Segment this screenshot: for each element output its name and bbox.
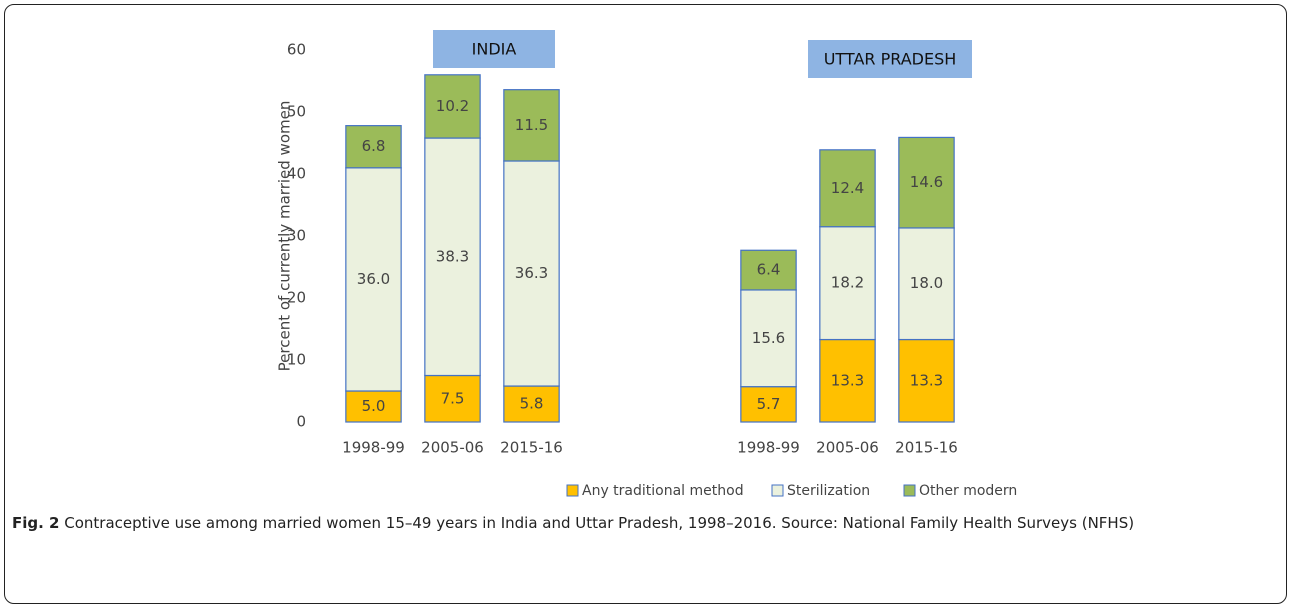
x-tick-label: 1998-99: [737, 439, 800, 457]
caption: Fig. 2 Contraceptive use among married w…: [12, 512, 1272, 534]
bar-segment: [424, 137, 481, 377]
value-label: 38.3: [436, 247, 469, 265]
bar-segment: [424, 374, 481, 423]
bar-segment: [740, 249, 797, 291]
value-label: 18.0: [910, 274, 943, 292]
y-tick-label: 40: [287, 165, 306, 183]
y-tick-label: 10: [287, 351, 306, 369]
legend-label: Sterilization: [787, 483, 870, 499]
caption-label: Fig. 2: [12, 514, 60, 532]
value-label: 36.0: [357, 270, 390, 288]
bar-segment: [819, 226, 876, 341]
value-label: 10.2: [436, 97, 469, 115]
bar-segment: [424, 74, 481, 139]
bar-segment: [898, 338, 955, 423]
page: {"chart_data": {"type": "stacked-bar", "…: [4, 4, 1287, 604]
value-label: 6.4: [757, 261, 781, 279]
chart: Percent of currently married women 0 10 20…: [276, 30, 1017, 499]
y-tick-label: 0: [296, 413, 306, 431]
bar-segment: [898, 136, 955, 229]
value-label: 18.2: [831, 274, 864, 292]
legend-label: Any traditional method: [582, 483, 744, 499]
annotation: UTTAR PRADESH: [824, 50, 957, 69]
legend-swatch: [903, 484, 916, 497]
bar-segment: [819, 338, 876, 423]
value-label: 13.3: [910, 371, 943, 389]
caption-text: Contraceptive use among married women 15…: [64, 514, 1135, 532]
bar-segment: [503, 160, 560, 387]
y-tick-label: 20: [287, 289, 306, 307]
value-label: 7.5: [441, 389, 465, 407]
y-tick-label: 30: [287, 227, 306, 245]
bar-segment: [503, 385, 560, 423]
annotation: INDIA: [472, 40, 517, 59]
y-tick-label: 60: [287, 41, 306, 59]
value-label: 11.5: [515, 116, 548, 134]
x-tick-label: 2015-16: [500, 439, 563, 457]
y-tick-label: 50: [287, 103, 306, 121]
annotation-box: [808, 40, 972, 78]
value-label: 13.3: [831, 371, 864, 389]
value-label: 5.7: [757, 395, 781, 413]
bar-segment: [503, 89, 560, 162]
annotation-box: [433, 30, 555, 68]
x-tick-label: 2005-06: [816, 439, 879, 457]
value-label: 12.4: [831, 179, 864, 197]
legend-swatch: [771, 484, 784, 497]
value-label: 15.6: [752, 329, 785, 347]
value-label: 6.8: [362, 137, 386, 155]
bar-segment: [345, 125, 402, 169]
x-tick-label: 2005-06: [421, 439, 484, 457]
bar-segment: [345, 390, 402, 423]
bar-segment: [740, 289, 797, 388]
value-label: 5.0: [362, 397, 386, 415]
legend-swatch: [566, 484, 579, 497]
x-tick-label: 1998-99: [342, 439, 405, 457]
bar-segment: [898, 227, 955, 341]
value-label: 36.3: [515, 264, 548, 282]
y-axis-label: Percent of currently married women: [276, 101, 294, 372]
legend-label: Other modern: [919, 483, 1017, 499]
value-label: 5.8: [520, 395, 544, 413]
value-label: 14.6: [910, 173, 943, 191]
x-tick-label: 2015-16: [895, 439, 958, 457]
bar-segment: [819, 149, 876, 228]
